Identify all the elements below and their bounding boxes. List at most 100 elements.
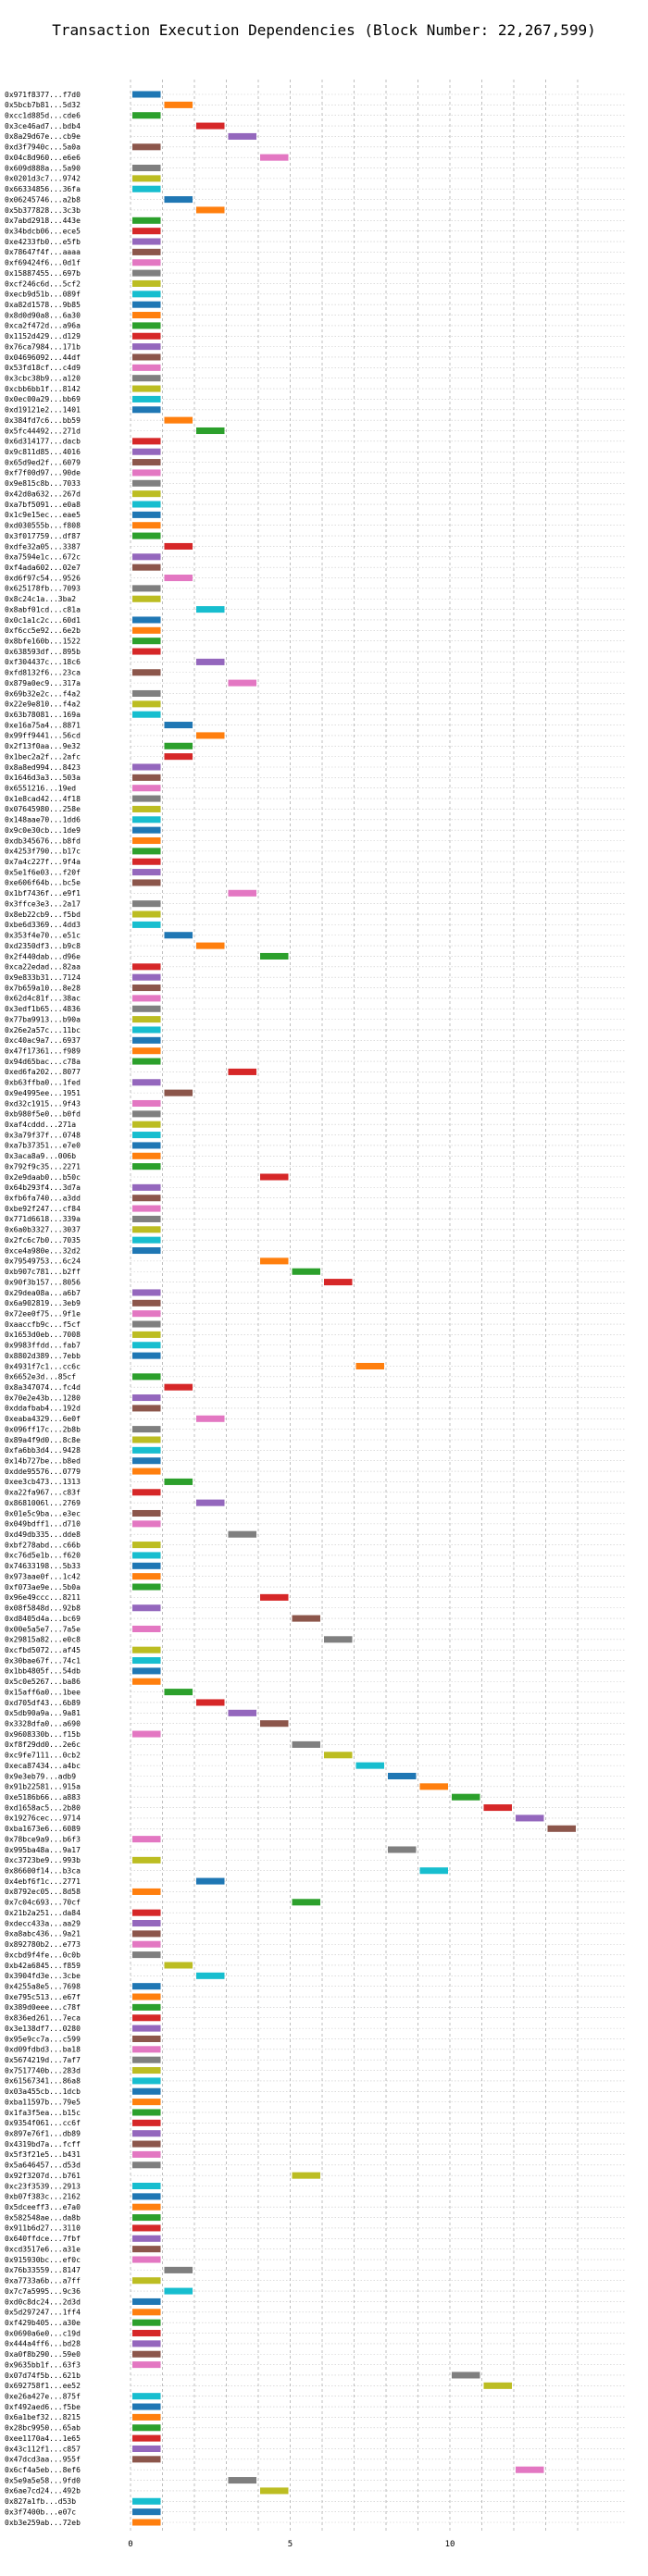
transaction-label: 0x5dceeff3...e7a0 (5, 2203, 81, 2211)
transaction-label: 0x8681006l...2769 (5, 1499, 81, 1507)
transaction-bar (292, 1268, 320, 1275)
transaction-label: 0x64b293f4...3d7a (5, 1183, 81, 1192)
transaction-bar (132, 279, 161, 287)
transaction-bar (132, 2361, 161, 2369)
transaction-label: 0x1bec2a2f...2afc (5, 752, 81, 761)
transaction-bar (483, 1804, 512, 1812)
transaction-label: 0x4931f7c1...cc6c (5, 1362, 81, 1370)
transaction-bar (132, 185, 161, 192)
transaction-bar (547, 1825, 576, 1832)
transaction-label: 0x04c8d960...e6e6 (5, 154, 81, 162)
transaction-label: 0xfb6fa740...a3dd (5, 1195, 81, 1203)
transaction-label: 0xb3e259ab...72eb (5, 2519, 81, 2527)
transaction-bar (324, 1636, 353, 1643)
row-gridlines (131, 93, 625, 2523)
transaction-label: 0x640ffdce...7fbf (5, 2235, 81, 2243)
transaction-bar (132, 2003, 161, 2011)
transaction-bar (132, 511, 161, 518)
transaction-label: 0x7c04c693...70cf (5, 1899, 81, 1907)
transaction-bar (132, 1573, 161, 1580)
transaction-label: 0xd030555b...f808 (5, 522, 81, 530)
transaction-bar (132, 1299, 161, 1307)
transaction-label: 0x7c7a5995...9c36 (5, 2287, 81, 2296)
transaction-label: 0x879a0ec9...317a (5, 679, 81, 687)
transaction-label: 0x2fc6c7b0...7035 (5, 1236, 81, 1245)
transaction-bar (196, 658, 225, 665)
x-tick-label: 10 (445, 2540, 455, 2549)
transaction-label: 0xa22fa967...c83f (5, 1489, 81, 1497)
transaction-label: 0xe795c513...e67f (5, 1993, 81, 2001)
transaction-bar (132, 2130, 161, 2137)
transaction-bar (164, 1383, 193, 1391)
transaction-label: 0x79549753...6c24 (5, 1257, 81, 1266)
transaction-bar (419, 1867, 448, 1875)
transaction-bar (292, 1740, 320, 1748)
transaction-bar (164, 1089, 193, 1096)
transaction-label: 0xf6cc5e92...6e2b (5, 626, 81, 635)
transaction-bar (132, 963, 161, 971)
transaction-bar (196, 942, 225, 949)
transaction-bar (132, 2014, 161, 2022)
transaction-label: 0xb63ffba0...1fed (5, 1079, 81, 1087)
transaction-bar (132, 1909, 161, 1916)
transaction-label: 0xa7594e1c...672c (5, 553, 81, 562)
chart-title: Transaction Execution Dependencies (Bloc… (52, 21, 596, 39)
transaction-bars (132, 91, 576, 2526)
transaction-bar (132, 479, 161, 487)
transaction-label: 0x4255a8e5...7698 (5, 1982, 81, 1990)
x-tick-label: 5 (288, 2540, 293, 2549)
transaction-label: 0x3a79f37f...0748 (5, 1131, 81, 1139)
transaction-bar (132, 1079, 161, 1086)
transaction-label: 0x9e3eb79...adb9 (5, 1772, 76, 1780)
transaction-label: 0x29815a82...e0c8 (5, 1636, 81, 1644)
transaction-bar (132, 1016, 161, 1023)
transaction-bar (132, 785, 161, 792)
transaction-label: 0x2f13f0aa...9e32 (5, 742, 81, 750)
transaction-label: 0xd8405d4a...bc69 (5, 1615, 81, 1623)
transaction-bar (132, 448, 161, 455)
transaction-bar (132, 322, 161, 329)
transaction-label: 0xf492aed6...f5be (5, 2403, 81, 2411)
transaction-bar (132, 1047, 161, 1055)
transaction-label: 0x384fd7c6...bb59 (5, 416, 81, 425)
transaction-bar (132, 1373, 161, 1381)
transaction-bar (132, 375, 161, 382)
transaction-bar (132, 648, 161, 655)
transaction-label: 0x70e2e43b...1280 (5, 1393, 81, 1402)
transaction-bar (260, 154, 289, 161)
transaction-label: 0x2e9daab0...b50c (5, 1173, 81, 1182)
transaction-label: 0xf8f29dd0...2e6c (5, 1740, 81, 1749)
transaction-bar (132, 1310, 161, 1318)
transaction-label: 0x90f3b157...8056 (5, 1278, 81, 1286)
transaction-bar (132, 2256, 161, 2263)
transaction-bar (132, 332, 161, 340)
transaction-bar (164, 2287, 193, 2295)
transaction-bar (132, 1005, 161, 1012)
transaction-bar (164, 101, 193, 108)
transaction-label: 0x353f4e70...e51c (5, 932, 81, 940)
transaction-label: 0xaaccfb9c...f5cf (5, 1320, 81, 1329)
transaction-label: 0x0201d3c7...9742 (5, 175, 81, 183)
transaction-label: 0xca22edad...82aa (5, 963, 81, 972)
transaction-bar (228, 1068, 256, 1075)
transaction-label: 0xfd8132f6...23ca (5, 669, 81, 677)
transaction-bar (132, 985, 161, 992)
transaction-label: 0xd705df43...6b89 (5, 1699, 81, 1707)
transaction-bar (132, 1951, 161, 1959)
transaction-label: 0xbe92f247...cf84 (5, 1205, 81, 1213)
transaction-bar (132, 343, 161, 351)
transaction-bar (132, 2109, 161, 2116)
transaction-label: 0x94d65bac...c78a (5, 1058, 81, 1066)
transaction-bar (132, 2456, 161, 2463)
transaction-label: 0xdecc433a...aa29 (5, 1919, 81, 1927)
transaction-bar (132, 1026, 161, 1034)
x-tick-label: 0 (128, 2540, 132, 2549)
transaction-label: 0x7517740b...283d (5, 2066, 81, 2074)
transaction-label: 0x1fa3f5ea...b15c (5, 2109, 81, 2117)
transaction-bar (260, 1720, 289, 1728)
transaction-label: 0x3ce46ad7...bdb4 (5, 122, 81, 130)
transaction-bar (132, 1205, 161, 1212)
transaction-label: 0x62d4c81f...38ac (5, 995, 81, 1003)
transaction-label: 0x26e2a57c...11bc (5, 1026, 81, 1034)
